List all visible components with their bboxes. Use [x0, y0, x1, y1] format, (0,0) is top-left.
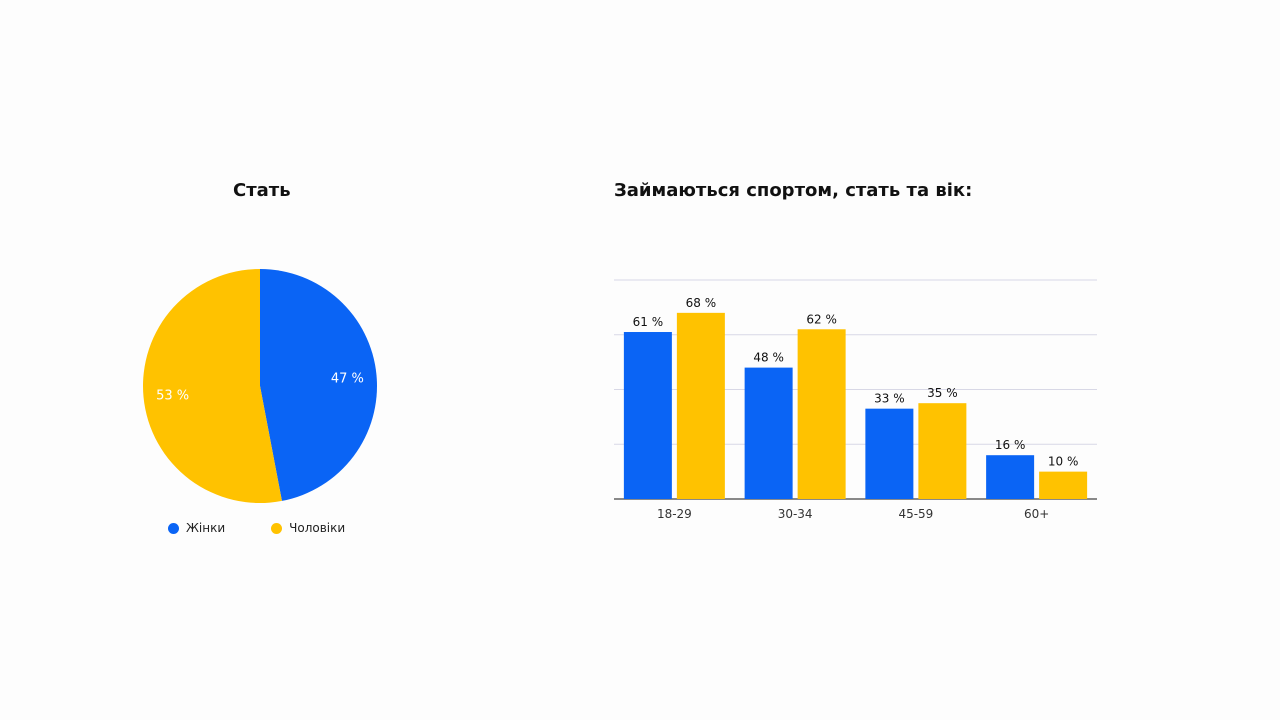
bar-60+-1	[1039, 471, 1088, 499]
bar-18-29-0	[623, 332, 672, 499]
pie-slice-label-0: 47 %	[331, 372, 364, 387]
bar-value-label: 61 %	[633, 315, 664, 329]
bar-value-label: 68 %	[686, 296, 717, 310]
bar-value-label: 16 %	[995, 438, 1026, 452]
legend-swatch-men	[271, 522, 283, 534]
bar-30-34-0	[744, 367, 793, 499]
legend-label-women: Жінки	[186, 521, 226, 535]
x-tick-label: 18-29	[657, 507, 692, 521]
pie-slice-label-1: 53 %	[156, 388, 189, 403]
bar-value-label: 48 %	[753, 351, 784, 365]
legend-swatch-women	[168, 522, 179, 534]
bar-60+-0	[986, 455, 1035, 499]
legend-item-men: Чоловіки	[271, 521, 345, 535]
x-tick-label: 30-34	[778, 507, 813, 521]
legend-item-women: Жінки	[168, 521, 225, 535]
bar-18-29-1	[676, 312, 725, 499]
bar-value-label: 10 %	[1048, 455, 1079, 469]
bar-45-59-0	[865, 408, 914, 499]
pie-legend: Жінки Чоловіки	[168, 521, 345, 535]
pie-slice-0	[260, 269, 377, 501]
pie-chart-title: Стать	[233, 180, 291, 201]
x-tick-label: 45-59	[898, 507, 933, 521]
pie-slice-1	[142, 269, 282, 503]
bar-value-label: 62 %	[806, 312, 837, 326]
x-tick-label: 60+	[1024, 507, 1049, 521]
bar-value-label: 33 %	[874, 392, 905, 406]
bar-value-label: 35 %	[927, 386, 958, 400]
bar-30-34-1	[797, 329, 846, 499]
bar-chart-title: Займаються спортом, стать та вік:	[614, 180, 973, 201]
bar-45-59-1	[918, 403, 967, 499]
legend-label-men: Чоловіки	[289, 521, 346, 535]
